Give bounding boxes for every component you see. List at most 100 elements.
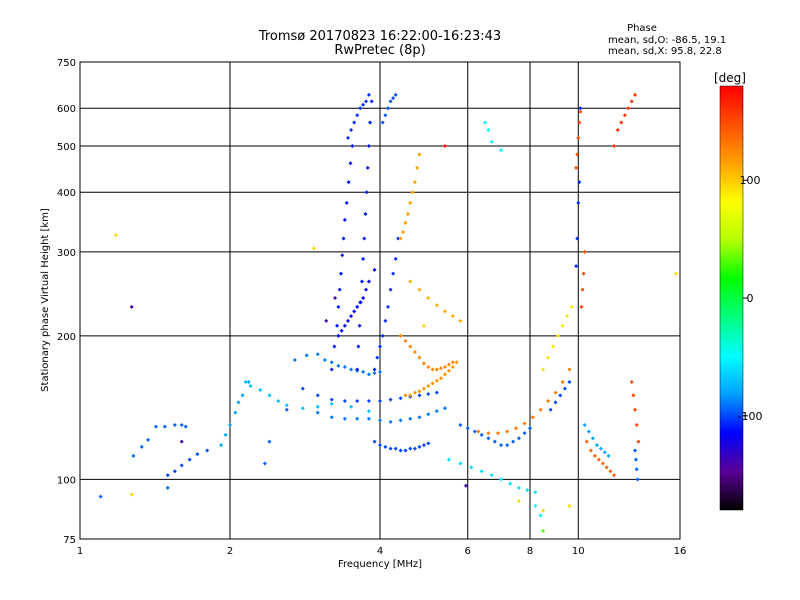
x-tick-label: 16 <box>674 546 687 557</box>
data-point <box>398 396 403 401</box>
data-point <box>337 287 342 292</box>
data-point <box>355 399 360 404</box>
data-point <box>388 287 393 292</box>
data-point <box>378 418 382 423</box>
data-point <box>417 287 422 292</box>
data-point <box>426 441 431 446</box>
data-point <box>304 353 309 358</box>
data-point <box>366 143 371 148</box>
data-point <box>417 152 422 157</box>
data-point <box>546 399 551 404</box>
data-point <box>560 323 565 328</box>
data-point <box>315 352 320 357</box>
data-point <box>434 390 439 395</box>
data-point <box>430 381 435 386</box>
data-point <box>183 424 188 429</box>
data-point <box>342 399 347 404</box>
data-point <box>342 217 347 222</box>
data-point <box>446 368 451 373</box>
data-point <box>633 407 638 412</box>
data-point <box>426 392 431 397</box>
data-point <box>533 490 538 495</box>
data-point <box>372 371 377 376</box>
colorbar-tick-label: 0 <box>747 292 754 305</box>
data-point <box>267 393 272 398</box>
data-point <box>146 437 151 442</box>
data-point <box>372 267 377 272</box>
data-point <box>358 300 363 305</box>
data-point <box>634 467 639 472</box>
data-point <box>388 446 393 451</box>
data-point <box>442 365 447 370</box>
data-point <box>577 180 582 185</box>
data-point <box>541 367 546 372</box>
data-point <box>514 426 519 431</box>
data-point <box>584 439 589 444</box>
data-point <box>162 424 167 429</box>
data-point <box>469 465 474 470</box>
data-point <box>578 106 583 111</box>
data-point <box>606 453 611 458</box>
data-point <box>516 436 521 441</box>
data-point <box>472 429 477 434</box>
data-point <box>421 361 426 366</box>
data-point <box>421 323 426 328</box>
data-point <box>219 443 224 448</box>
data-point <box>329 401 334 406</box>
data-point <box>476 429 481 434</box>
data-point <box>345 318 350 323</box>
data-point <box>417 444 422 449</box>
y-tick-label: 750 <box>57 58 76 69</box>
data-point <box>560 380 565 385</box>
data-point <box>345 135 350 140</box>
data-point <box>405 212 410 217</box>
data-point <box>236 400 241 405</box>
data-point <box>366 92 371 97</box>
data-point <box>565 314 570 319</box>
data-point <box>495 431 500 436</box>
data-point <box>580 287 585 292</box>
data-point <box>421 386 426 391</box>
data-point <box>300 406 305 411</box>
data-point <box>450 360 455 365</box>
data-point <box>434 367 439 372</box>
data-point <box>179 423 184 428</box>
data-point <box>528 426 532 431</box>
data-point <box>412 180 417 185</box>
data-point <box>483 120 488 125</box>
data-point <box>463 483 468 488</box>
data-point <box>454 360 459 365</box>
data-point <box>408 416 413 421</box>
data-point <box>364 99 369 104</box>
data-point <box>492 439 497 444</box>
y-tick-label: 300 <box>57 248 76 259</box>
data-point <box>408 393 413 398</box>
data-point <box>329 397 334 402</box>
data-point <box>357 323 362 328</box>
data-point <box>372 439 377 444</box>
data-point <box>505 443 510 448</box>
data-point <box>329 415 334 420</box>
data-point <box>383 318 388 323</box>
data-point <box>430 367 435 372</box>
data-point <box>533 503 538 508</box>
data-point <box>315 404 320 409</box>
data-point <box>324 318 329 323</box>
data-point <box>588 448 593 453</box>
data-point <box>574 165 579 170</box>
data-point <box>361 369 366 374</box>
data-point <box>258 387 263 392</box>
data-point <box>403 220 408 225</box>
phase-stats-x: mean, sd,X: 95.8, 22.8 <box>608 46 722 57</box>
data-point <box>408 279 413 284</box>
data-point <box>312 246 317 251</box>
data-point <box>604 465 609 470</box>
data-point <box>438 376 443 381</box>
y-tick-label: 100 <box>57 475 76 486</box>
data-point <box>129 304 134 309</box>
scatter-points <box>98 92 678 533</box>
data-point <box>195 452 200 457</box>
data-point <box>421 443 426 448</box>
data-point <box>366 372 371 377</box>
